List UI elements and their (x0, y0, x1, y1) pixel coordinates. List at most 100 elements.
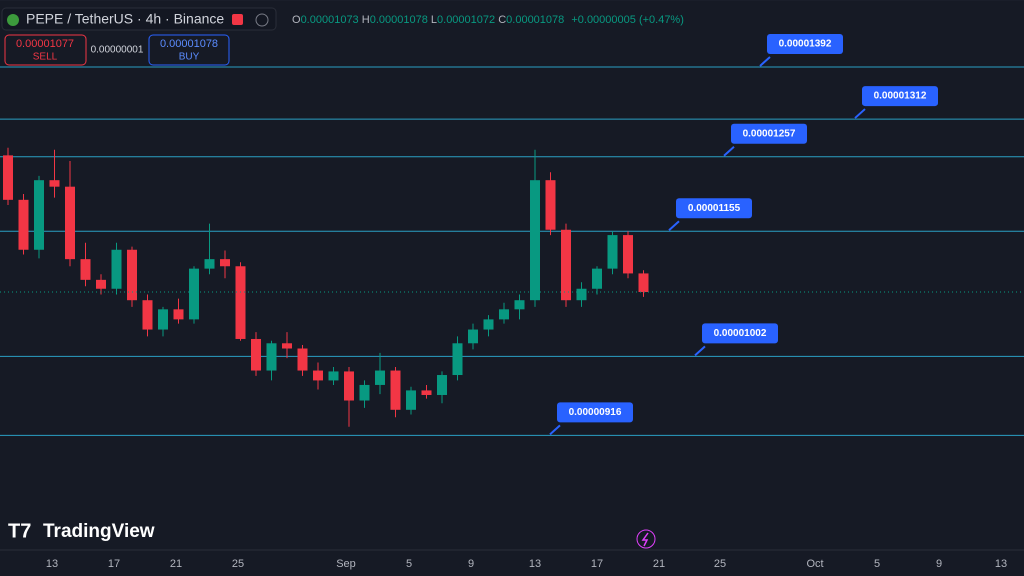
sell-button[interactable] (4, 34, 87, 66)
candle-body (3, 155, 13, 200)
callout-box (862, 86, 938, 107)
x-tick-label: 9 (468, 558, 474, 570)
candle-body (576, 288, 587, 301)
sell-label: SELL (33, 52, 58, 63)
level-label: 0.00000916 (569, 407, 622, 418)
h-label: H (362, 14, 370, 26)
candle-body (607, 235, 618, 269)
x-tick-label: 13 (529, 558, 541, 570)
candle-body (251, 338, 261, 371)
o-label: O (292, 14, 301, 26)
h-value: 0.00001078 (370, 14, 428, 26)
x-tick-label: 25 (232, 558, 244, 570)
candle-body (623, 235, 633, 274)
level-label: 0.00001155 (688, 203, 741, 214)
x-tick-label: 13 (995, 558, 1007, 570)
x-tick-label: 9 (936, 558, 942, 570)
candle-body (359, 384, 370, 401)
candle-body (204, 259, 215, 269)
candle-body (142, 300, 153, 330)
symbol-box[interactable] (1, 7, 277, 31)
o-value: 0.00001073 (301, 14, 359, 26)
candle-body (80, 259, 91, 280)
candle-body (328, 371, 339, 381)
callout-pointer (668, 220, 680, 232)
callout-pointer (854, 108, 866, 119)
events-bolt (641, 532, 649, 547)
x-tick-label: Oct (806, 558, 823, 570)
callout-box (731, 123, 807, 144)
candle-body (561, 229, 571, 301)
candle-body (499, 309, 509, 320)
candle-body (406, 390, 416, 410)
candle-body (96, 279, 106, 289)
x-tick-label: 21 (170, 558, 182, 570)
x-tick-label: 5 (406, 558, 412, 570)
candle-body (158, 309, 168, 330)
c-label: C (498, 14, 506, 26)
sell-price: 0.00001077 (16, 38, 74, 50)
symbol: PEPE / TetherUS · 4h · Binance (26, 11, 224, 27)
buy-label: BUY (179, 52, 200, 63)
x-tick-label: Sep (336, 558, 356, 570)
candle-body (111, 249, 122, 289)
candle-body (437, 375, 447, 395)
events-icon[interactable] (636, 529, 656, 549)
candle-body (483, 319, 494, 330)
logo-mark: T7 (8, 520, 31, 542)
l-value: 0.00001072 (437, 14, 495, 26)
candle-body (18, 199, 29, 250)
brand: T7 TradingView (8, 520, 155, 542)
candle-body (65, 186, 75, 260)
callout-pointer (723, 146, 735, 157)
candle-body (127, 249, 137, 301)
header-bar: PEPE / TetherUS · 4h · Binance O0.000010… (1, 7, 684, 66)
candle-body (638, 273, 649, 293)
buy-button[interactable] (148, 34, 230, 66)
settings-icon[interactable] (255, 13, 269, 27)
flag-icon[interactable] (232, 14, 243, 25)
brand-name: TradingView (43, 521, 155, 542)
level-label: 0.00001392 (779, 39, 832, 50)
level-label: 0.00001257 (743, 128, 796, 139)
candle-body (313, 370, 323, 381)
candle-body (189, 268, 199, 320)
candle-body (297, 348, 308, 371)
candle-body (514, 300, 525, 310)
candle-body (421, 390, 432, 395)
change: +0.00000005 (+0.47%) (571, 14, 684, 26)
plot: 0.00001392 0.00001312 0.00001257 0.00001155… (0, 33, 1024, 436)
l-label: L (431, 14, 437, 26)
callout-box (767, 33, 843, 54)
level-label: 0.00001312 (874, 91, 927, 102)
candle-body (266, 343, 277, 371)
candle-body (220, 259, 230, 267)
x-tick-label: 21 (653, 558, 665, 570)
candle-body (235, 266, 246, 339)
callout-box (676, 198, 752, 219)
candle-body (390, 370, 401, 410)
c-value: 0.00001078 (506, 14, 564, 26)
callout-pointer (549, 424, 561, 436)
candle-body (282, 343, 292, 349)
candle-body (49, 180, 60, 187)
x-tick-label: 17 (591, 558, 603, 570)
callout-pointer (759, 56, 771, 67)
callout-pointer (694, 345, 706, 357)
candle-body (545, 180, 556, 230)
candle-body (173, 309, 184, 320)
candle-body (468, 329, 478, 344)
spread: 0.00000001 (91, 45, 144, 56)
candle-body (592, 268, 602, 289)
candle-body (344, 371, 354, 401)
candle-body (34, 180, 44, 250)
x-tick-label: 13 (46, 558, 58, 570)
coin-icon (7, 14, 19, 26)
ohlc: O0.00001073 H0.00001078 L0.00001072 C0.0… (292, 14, 684, 26)
callout-box (557, 402, 633, 423)
candle-body (452, 343, 463, 376)
candle-body (375, 370, 385, 385)
x-tick-label: 17 (108, 558, 120, 570)
